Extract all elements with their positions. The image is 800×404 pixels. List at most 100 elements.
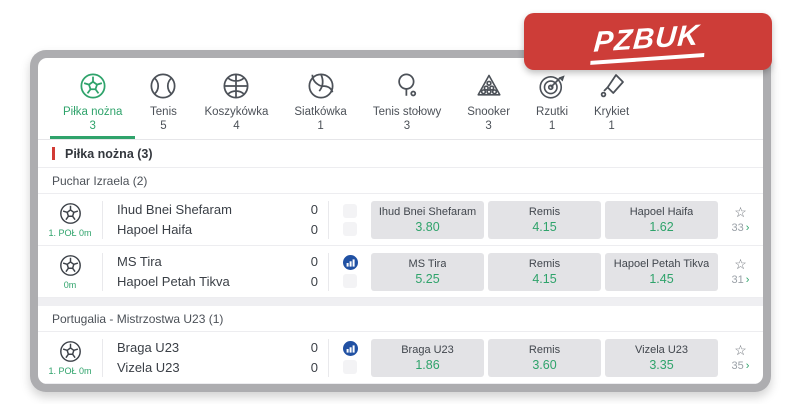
markets-count: 31 (731, 274, 744, 286)
odds-button-away[interactable]: Vizela U23 3.35 (605, 338, 718, 377)
sport-tab-label: Tenis (150, 106, 177, 118)
odds-button-home[interactable]: MS Tira 5.25 (371, 252, 484, 291)
home-team-name: Braga U23 (117, 339, 180, 355)
statistics-icon[interactable] (342, 341, 358, 356)
match-status: 1. POŁ 0m (48, 228, 92, 238)
markets-link[interactable]: 31 › (732, 274, 750, 286)
away-team-name: Hapoel Petah Tikva (117, 273, 230, 289)
betting-widget-frame: Piłka nożna 3 Tenis 5 Koszykówka 4 Siatk… (30, 50, 771, 392)
odds-value: 4.15 (532, 271, 557, 286)
league-separator (38, 298, 763, 306)
section-header: Piłka nożna (3) (38, 140, 763, 168)
odds-button-away[interactable]: Hapoel Haifa 1.62 (605, 200, 718, 239)
match-sport-cell: 1. POŁ 0m (38, 201, 102, 238)
sport-tab-label: Snooker (467, 106, 511, 118)
team-names: MS Tira Hapoel Petah Tikva (103, 252, 296, 292)
sports-nav: Piłka nożna 3 Tenis 5 Koszykówka 4 Siatk… (38, 58, 763, 140)
pzbuk-logo: PZBUK (589, 18, 707, 65)
sport-tab-label: Koszykówka (204, 106, 269, 118)
markets-count: 35 (731, 360, 744, 372)
home-team-name: MS Tira (117, 253, 162, 269)
sport-tab-label: Piłka nożna (63, 106, 123, 118)
favorite-star-icon[interactable]: ☆ (734, 204, 747, 220)
match-row[interactable]: 1. POŁ 0m Ihud Bnei Shefaram Hapoel Haif… (38, 194, 763, 246)
markets-count: 33 (731, 222, 744, 234)
placeholder-icon (343, 221, 357, 236)
sport-tab-count: 3 (403, 120, 411, 132)
score-column: 0 0 (296, 200, 328, 240)
match-row[interactable]: 1. POŁ 0m Braga U23 Vizela U23 0 0 (38, 332, 763, 384)
favorite-star-icon[interactable]: ☆ (734, 256, 747, 272)
match-extras-column (329, 203, 371, 236)
odds-button-home[interactable]: Ihud Bnei Shefaram 3.80 (371, 200, 484, 239)
statistics-icon[interactable] (342, 255, 358, 270)
markets-link[interactable]: 35 › (732, 360, 750, 372)
sport-tab-pilka-nozna[interactable]: Piłka nożna 3 (50, 58, 136, 139)
sport-tab-count: 4 (233, 120, 240, 132)
odds-label: Vizela U23 (635, 343, 688, 356)
section-title: Piłka nożna (3) (65, 146, 153, 161)
cricket-icon (597, 71, 627, 101)
odds-label: Hapoel Petah Tikva (613, 257, 710, 270)
match-extras-column (329, 255, 371, 288)
match-extras-column (329, 341, 371, 374)
odds-button-draw[interactable]: Remis 4.15 (488, 200, 601, 239)
match-sport-cell: 0m (38, 253, 102, 290)
odds-label: Remis (528, 257, 561, 270)
sport-tab-count: 1 (608, 120, 615, 132)
sport-tab-count: 3 (485, 120, 492, 132)
odds-value: 3.60 (532, 357, 557, 372)
table-tennis-icon (392, 71, 422, 101)
odds-group: MS Tira 5.25 Remis 4.15 Hapoel Petah Tik… (371, 252, 718, 291)
football-icon (58, 201, 83, 226)
odds-label: Remis (528, 343, 561, 356)
sport-tab-koszykowka[interactable]: Koszykówka 4 (191, 58, 281, 139)
chevron-right-icon: › (745, 360, 750, 372)
divider (328, 200, 329, 239)
sport-tab-snooker[interactable]: Snooker 3 (454, 58, 523, 139)
league-header[interactable]: Puchar Izraela (2) (38, 168, 763, 194)
favorite-star-icon[interactable]: ☆ (734, 342, 747, 358)
odds-value: 1.86 (415, 357, 440, 372)
league-header[interactable]: Portugalia - Mistrzostwa U23 (1) (38, 306, 763, 332)
sport-tab-siatkowka[interactable]: Siatkówka 1 (281, 58, 359, 139)
sport-tab-tenis-stolowy[interactable]: Tenis stołowy 3 (360, 58, 454, 139)
chevron-right-icon: › (745, 222, 750, 234)
odds-value: 4.15 (532, 219, 557, 234)
chevron-right-icon: › (745, 274, 750, 286)
match-status: 0m (63, 280, 77, 290)
match-row[interactable]: 0m MS Tira Hapoel Petah Tikva 0 0 (38, 246, 763, 298)
sport-tab-tenis[interactable]: Tenis 5 (135, 58, 191, 139)
divider (328, 338, 329, 377)
odds-button-draw[interactable]: Remis 4.15 (488, 252, 601, 291)
team-names: Braga U23 Vizela U23 (103, 338, 296, 378)
football-icon (58, 339, 83, 364)
divider (102, 338, 103, 377)
sport-tab-label: Siatkówka (294, 106, 347, 118)
odds-value: 1.62 (649, 219, 674, 234)
pzbuk-brand-badge: PZBUK (524, 13, 772, 70)
divider (102, 252, 103, 291)
odds-button-away[interactable]: Hapoel Petah Tikva 1.45 (605, 252, 718, 291)
sport-tab-rzutki[interactable]: Rzutki 1 (523, 58, 581, 139)
odds-label: MS Tira (408, 257, 447, 270)
football-icon (58, 253, 83, 278)
volleyball-icon (306, 71, 336, 101)
odds-group: Braga U23 1.86 Remis 3.60 Vizela U23 3.3… (371, 338, 718, 377)
betting-widget: Piłka nożna 3 Tenis 5 Koszykówka 4 Siatk… (38, 58, 763, 384)
odds-button-home[interactable]: Braga U23 1.86 (371, 338, 484, 377)
odds-button-draw[interactable]: Remis 3.60 (488, 338, 601, 377)
score-column: 0 0 (296, 252, 328, 292)
odds-group: Ihud Bnei Shefaram 3.80 Remis 4.15 Hapoe… (371, 200, 718, 239)
basketball-icon (221, 71, 251, 101)
odds-value: 5.25 (415, 271, 440, 286)
placeholder-icon (343, 203, 357, 218)
sport-tab-krykiet[interactable]: Krykiet 1 (581, 58, 642, 139)
home-score: 0 (310, 253, 318, 269)
match-sport-cell: 1. POŁ 0m (38, 339, 102, 376)
darts-icon (537, 71, 567, 101)
home-score: 0 (310, 339, 318, 355)
markets-link[interactable]: 33 › (732, 222, 750, 234)
away-score: 0 (310, 359, 318, 375)
score-column: 0 0 (296, 338, 328, 378)
